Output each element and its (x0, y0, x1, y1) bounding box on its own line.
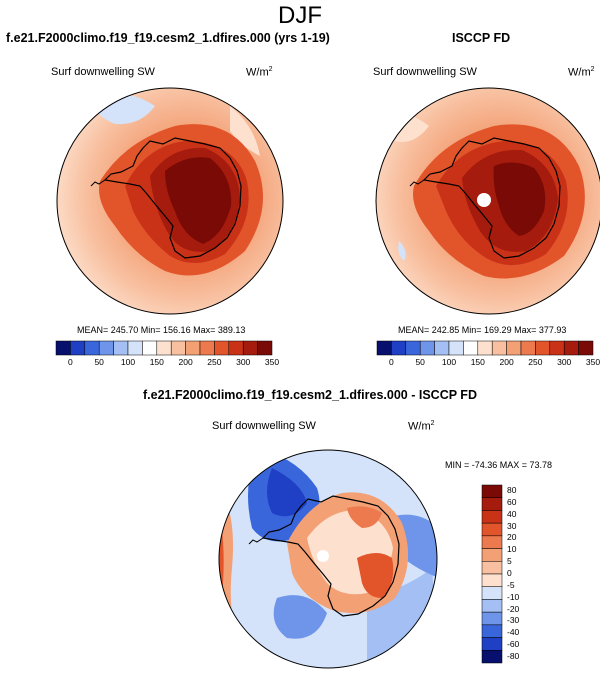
panel2-colorbar-swatch (477, 340, 493, 356)
panel3-stats: MIN = -74.36 MAX = 73.78 (445, 460, 553, 470)
panel3-colorbar-tick: 80 (507, 484, 517, 495)
panel3-colorbar-ticks: 80 60 40 30 20 10 5 0 -5 -10 -20 -30 -40… (507, 485, 547, 663)
panel1-map (56, 87, 284, 315)
panel1-colorbar-swatch (156, 340, 172, 356)
panel2-map (375, 87, 600, 315)
panel2-colorbar-tick: 0 (389, 357, 394, 367)
panel1-colorbar-swatch (70, 340, 86, 356)
panel2-colorbar-swatch (535, 340, 551, 356)
panel3-colorbar-tick: 0 (507, 568, 512, 578)
panel2-colorbar-swatch (578, 340, 594, 356)
panel1-colorbar-tick: 300 (236, 357, 251, 367)
panel3-title: f.e21.F2000climo.f19_f19.cesm2_1.dfires.… (143, 388, 477, 402)
panel1-colorbar-swatch (257, 340, 273, 356)
panel2-stats: MEAN= 242.85 Min= 169.29 Max= 377.93 (398, 325, 567, 335)
panel3-variable-label: Surf downwelling SW (212, 420, 316, 432)
panel3-colorbar-swatch (481, 599, 503, 613)
panel3-colorbar-swatch (481, 611, 503, 626)
panel3-colorbar-swatch (481, 561, 503, 575)
panel3-colorbar-swatch (481, 497, 503, 511)
panel3-colorbar-tick: -30 (507, 615, 520, 626)
panel2-colorbar-swatch (448, 340, 464, 356)
panel3-colorbar-tick: 40 (507, 508, 517, 519)
panel1-colorbar-tick: 150 (149, 357, 164, 367)
panel1-colorbar-swatch (170, 340, 186, 356)
panel3-colorbar-tick: 60 (507, 496, 517, 507)
panel2-colorbar-tick: 50 (415, 357, 425, 367)
panel3-colorbar-swatch (481, 586, 503, 600)
panel3-colorbar-tick: -5 (507, 579, 515, 590)
panel1-colorbar (55, 340, 273, 356)
panel3-units: W/m2 (408, 420, 435, 433)
panel1-units: W/m2 (246, 66, 273, 79)
panel3-colorbar-tick: -60 (507, 639, 520, 650)
panel1-colorbar-swatch (228, 340, 244, 356)
panel3-colorbar-tick: -80 (507, 651, 520, 662)
panel2-colorbar-swatch (434, 340, 450, 356)
panel3-colorbar-swatch (481, 624, 503, 638)
panel1-stats: MEAN= 245.70 Min= 156.16 Max= 389.13 (77, 325, 246, 335)
panel3-colorbar-swatch (481, 650, 503, 664)
panel3-colorbar (481, 484, 503, 664)
panel3-colorbar-tick: 30 (507, 520, 517, 531)
panel1-colorbar-tick: 250 (207, 357, 222, 367)
panel3-colorbar-tick: -20 (507, 603, 520, 614)
panel3-colorbar-swatch (481, 535, 503, 549)
panel2-colorbar-tick: 100 (441, 357, 457, 367)
panel1-variable-label: Surf downwelling SW (51, 66, 155, 78)
panel1-colorbar-ticks: 0 50 100 150 200 250 300 350 (56, 357, 279, 369)
panel2-colorbar-swatch (520, 340, 536, 356)
panel1-title: f.e21.F2000climo.f19_f19.cesm2_1.dfires.… (6, 31, 330, 45)
panel1-colorbar-tick: 200 (178, 357, 193, 367)
panel2-colorbar-swatch (506, 340, 522, 356)
panel2-colorbar (376, 340, 594, 356)
panel2-colorbar-tick: 250 (528, 357, 543, 367)
figure-title: DJF (278, 2, 322, 29)
panel1-colorbar-swatch (127, 340, 143, 356)
panel1-colorbar-swatch (142, 340, 158, 356)
panel3-colorbar-swatch (481, 484, 503, 498)
panel3-colorbar-tick: 5 (507, 556, 512, 567)
panel1-colorbar-tick: 50 (94, 357, 104, 367)
panel3-colorbar-swatch (481, 637, 503, 651)
panel1-colorbar-swatch (199, 340, 215, 356)
panel1-colorbar-swatch (98, 340, 114, 356)
panel3-colorbar-tick: -10 (507, 591, 520, 602)
panel2-variable-label: Surf downwelling SW (373, 66, 477, 78)
panel2-colorbar-swatch (463, 340, 479, 356)
panel1-colorbar-swatch (214, 340, 230, 356)
panel3-colorbar-tick: 10 (507, 544, 517, 555)
panel1-colorbar-tick: 100 (120, 357, 136, 367)
panel2-colorbar-swatch (391, 340, 407, 356)
panel2-colorbar-swatch (419, 340, 435, 356)
panel3-colorbar-swatch (481, 548, 503, 562)
panel3-colorbar-tick: -40 (507, 627, 520, 638)
panel2-title: ISCCP FD (452, 31, 511, 45)
panel3-map (218, 449, 438, 669)
panel2-colorbar-swatch (491, 340, 507, 356)
panel2-colorbar-swatch (405, 340, 421, 356)
panel2-units: W/m2 (568, 66, 595, 79)
panel3-colorbar-swatch (481, 522, 503, 537)
panel1-colorbar-swatch (113, 340, 129, 356)
panel2-colorbar-swatch (563, 340, 579, 356)
panel2-colorbar-tick: 300 (557, 357, 572, 367)
panel3-colorbar-swatch (481, 573, 503, 587)
panel2-colorbar-ticks: 0 50 100 150 200 250 300 350 (377, 357, 600, 369)
panel2-colorbar-swatch (549, 340, 565, 356)
panel2-colorbar-tick: 150 (470, 357, 485, 367)
panel3-colorbar-swatch (481, 510, 503, 524)
panel1-colorbar-tick: 0 (68, 357, 73, 367)
panel1-colorbar-tick: 350 (264, 357, 280, 367)
panel1-colorbar-swatch (55, 340, 71, 356)
panel1-colorbar-swatch (242, 340, 258, 356)
panel1-colorbar-swatch (84, 340, 100, 356)
panel2-colorbar-tick: 350 (585, 357, 600, 367)
panel2-colorbar-tick: 200 (499, 357, 514, 367)
panel3-colorbar-tick: 20 (507, 532, 517, 543)
panel1-colorbar-swatch (185, 340, 201, 356)
panel2-colorbar-swatch (376, 340, 392, 356)
